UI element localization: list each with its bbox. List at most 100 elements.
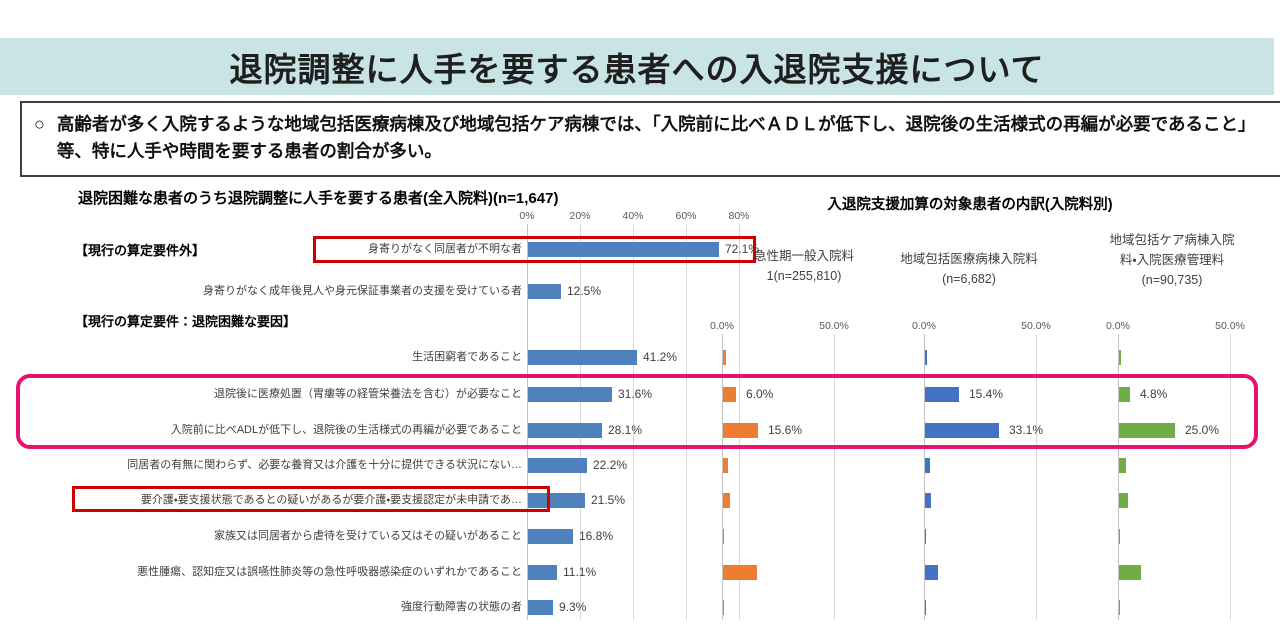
bar-row xyxy=(723,563,757,581)
bar xyxy=(925,386,959,402)
bar xyxy=(528,492,585,508)
bar-row xyxy=(723,598,724,616)
bar xyxy=(528,349,637,365)
bar xyxy=(528,599,553,615)
bar xyxy=(1119,349,1121,365)
bar xyxy=(723,457,728,473)
bar xyxy=(1119,599,1120,615)
bar-value: 28.1% xyxy=(608,423,643,437)
bar-value: 72.1% xyxy=(725,242,760,256)
bar-value: 33.1% xyxy=(1009,423,1044,437)
gridline xyxy=(1230,334,1231,620)
bar-row xyxy=(925,527,926,545)
bar-row xyxy=(925,348,927,366)
section-header: 【現行の算定要件：退院困難な要因】 xyxy=(75,314,297,329)
gridline xyxy=(580,224,581,620)
axis-tick: 50.0% xyxy=(819,320,849,332)
section-header: 【現行の算定要件外】 xyxy=(75,243,206,258)
gridline xyxy=(633,224,634,620)
bar-value: 12.5% xyxy=(567,284,602,298)
gridline xyxy=(924,334,925,620)
bar-value: 4.8% xyxy=(1140,387,1168,401)
right-chart-title: 入退院支援加算の対象患者の内訳(入院料別) xyxy=(827,197,1113,213)
row-label: 身寄りがなく同居者が不明な者 xyxy=(368,243,522,255)
bar-value: 31.6% xyxy=(618,387,653,401)
bar-row: 31.6% xyxy=(528,385,652,403)
bar-row: 12.5% xyxy=(528,282,601,300)
bar-row xyxy=(925,456,930,474)
bar xyxy=(528,564,557,580)
axis-tick: 0.0% xyxy=(912,320,936,332)
bar-value: 25.0% xyxy=(1185,423,1220,437)
bar-row xyxy=(925,598,926,616)
bar xyxy=(925,528,926,544)
bar-value: 15.6% xyxy=(768,423,803,437)
row-label: 家族又は同居者から虐待を受けている又はその疑いがあること xyxy=(214,530,522,542)
bar xyxy=(1119,386,1130,402)
bar-row xyxy=(925,563,938,581)
bar-value: 16.8% xyxy=(579,529,614,543)
bar-row: 9.3% xyxy=(528,598,586,616)
bar xyxy=(723,422,758,438)
bar-row: 33.1% xyxy=(925,421,1043,439)
axis-tick: 60% xyxy=(675,210,697,222)
bar xyxy=(925,564,938,580)
bar xyxy=(925,599,926,615)
bar xyxy=(723,492,730,508)
bar-row xyxy=(723,456,728,474)
row-label: 要介護・要支援状態であるとの疑いがあるが要介護・要支援認定が未申請であ… xyxy=(140,494,522,506)
bullet-marker: ○ xyxy=(34,114,45,134)
bar-row: 22.2% xyxy=(528,456,627,474)
bar-row: 11.1% xyxy=(528,563,596,581)
gridline xyxy=(834,334,835,620)
axis-tick: 50.0% xyxy=(1021,320,1051,332)
bar-value: 15.4% xyxy=(969,387,1004,401)
bar xyxy=(528,528,573,544)
bar-value: 9.3% xyxy=(559,600,587,614)
bar-value: 6.0% xyxy=(746,387,774,401)
gridline xyxy=(686,224,687,620)
bar-row xyxy=(1119,491,1128,509)
row-label: 入院前に比べADLが低下し、退院後の生活様式の再編が必要であること xyxy=(170,424,522,436)
gridline xyxy=(739,224,740,620)
bar xyxy=(528,457,587,473)
bar xyxy=(925,349,927,365)
bar xyxy=(1119,492,1128,508)
axis-tick: 40% xyxy=(622,210,644,222)
axis-tick: 0.0% xyxy=(1106,320,1130,332)
bar-row: 4.8% xyxy=(1119,385,1167,403)
left-chart-title: 退院困難な患者のうち退院調整に人手を要する患者(全入院料)(n=1,647) xyxy=(78,190,559,207)
row-label: 身寄りがなく成年後見人や身元保証事業者の支援を受けている者 xyxy=(203,285,522,297)
gridline xyxy=(527,224,528,620)
bar-row xyxy=(723,527,724,545)
page-title: 退院調整に人手を要する患者への入退院支援について xyxy=(229,50,1045,88)
subchart-header-acute: 急性期一般入院料1(n=255,810) xyxy=(753,249,854,283)
bar-row: 6.0% xyxy=(723,385,773,403)
bar-row: 28.1% xyxy=(528,421,642,439)
bar-value: 41.2% xyxy=(643,350,678,364)
bar-row: 21.5% xyxy=(528,491,625,509)
bar-row xyxy=(1119,348,1121,366)
bar xyxy=(723,528,724,544)
summary-box: ○ 高齢者が多く入院するような地域包括医療病棟及び地域包括ケア病棟では、「入院前… xyxy=(20,101,1280,177)
axis-tick: 20% xyxy=(569,210,591,222)
bar-value: 22.2% xyxy=(593,458,628,472)
bar-row: 15.6% xyxy=(723,421,802,439)
bar-row xyxy=(1119,563,1141,581)
gridline xyxy=(722,334,723,620)
bar xyxy=(723,599,724,615)
gridline xyxy=(1118,334,1119,620)
bar xyxy=(1119,528,1120,544)
bar-row xyxy=(723,491,730,509)
gridline xyxy=(1036,334,1037,620)
bar xyxy=(723,349,726,365)
axis-tick: 0.0% xyxy=(710,320,734,332)
title-band: 退院調整に人手を要する患者への入退院支援について xyxy=(0,38,1274,95)
row-label: 生活困窮者であること xyxy=(412,351,522,363)
bar-row xyxy=(925,491,931,509)
axis-tick: 0% xyxy=(519,210,535,222)
bar-row xyxy=(1119,527,1120,545)
bar xyxy=(528,422,602,438)
bar xyxy=(528,386,612,402)
